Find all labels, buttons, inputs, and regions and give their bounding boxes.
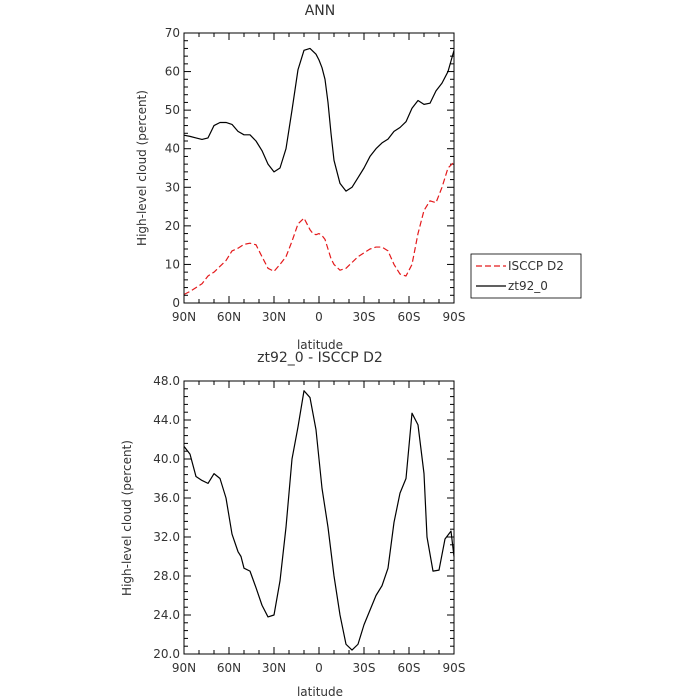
series-line-top-0	[183, 161, 455, 296]
y-tick-label: 24.0	[153, 608, 180, 622]
chart-bottom-title: zt92_0 - ISCCP D2	[257, 350, 383, 366]
chart-top-xlabel: latitude	[297, 338, 343, 352]
chart-top-ticks: 90N 60N 30N 0 30S 60S 90S 0 10 20 30 40 50 60 70	[165, 26, 466, 324]
x-tick-label: 30N	[262, 661, 286, 675]
legend-label-zt92: zt92_0	[508, 279, 548, 293]
y-tick-label: 32.0	[153, 530, 180, 544]
x-tick-label: 60S	[398, 661, 421, 675]
x-tick-label: 0	[315, 661, 323, 675]
y-tick-label: 10	[165, 257, 180, 271]
x-tick-label: 30S	[353, 310, 376, 324]
x-tick-label: 30N	[262, 310, 286, 324]
chart-bottom-ylabel: High-level cloud (percent)	[120, 440, 134, 596]
series-line-top-1	[183, 47, 455, 192]
x-tick-label: 90N	[172, 661, 196, 675]
y-tick-label: 44.0	[153, 413, 180, 427]
y-tick-label: 36.0	[153, 491, 180, 505]
x-tick-label: 90S	[443, 661, 466, 675]
x-tick-label: 60S	[398, 310, 421, 324]
y-tick-label: 40	[165, 142, 180, 156]
y-tick-label: 50	[165, 103, 180, 117]
y-tick-label: 20	[165, 219, 180, 233]
y-tick-label: 40.0	[153, 452, 180, 466]
x-tick-label: 90S	[443, 310, 466, 324]
chart-top-ylabel: High-level cloud (percent)	[135, 90, 149, 246]
chart-top-title: ANN	[305, 3, 336, 19]
chart-top: ANN 90N 60N 30N 0 30S 60S 90S 0 10 20 30 40 50 60 70 l…	[135, 3, 582, 352]
x-tick-label: 60N	[217, 310, 241, 324]
y-tick-label: 0	[172, 296, 180, 310]
chart-top-frame	[183, 32, 455, 304]
chart-top-legend: ISCCP D2 zt92_0	[470, 253, 582, 299]
y-tick-label: 60	[165, 65, 180, 79]
y-tick-label: 30	[165, 180, 180, 194]
legend-label-isccp: ISCCP D2	[508, 259, 564, 273]
chart-top-series	[183, 47, 455, 296]
y-tick-label: 28.0	[153, 569, 180, 583]
chart-bottom-series	[183, 390, 455, 651]
x-tick-label: 90N	[172, 310, 196, 324]
x-tick-label: 0	[315, 310, 323, 324]
series-line-bottom-0	[183, 390, 455, 651]
y-tick-label: 70	[165, 26, 180, 40]
chart-bottom-frame	[183, 380, 455, 655]
x-tick-label: 60N	[217, 661, 241, 675]
legend-box	[470, 253, 582, 299]
chart-bottom-xlabel: latitude	[297, 685, 343, 699]
y-tick-label: 20.0	[153, 647, 180, 661]
chart-bottom: zt92_0 - ISCCP D2 90N 60N 30N 0 30S 60S 90S 20.…	[120, 350, 465, 699]
y-tick-label: 48.0	[153, 374, 180, 388]
x-tick-label: 30S	[353, 661, 376, 675]
chart-bottom-ticks: 90N 60N 30N 0 30S 60S 90S 20.0 24.0 28.0 32.0 36.0 4…	[153, 374, 465, 675]
